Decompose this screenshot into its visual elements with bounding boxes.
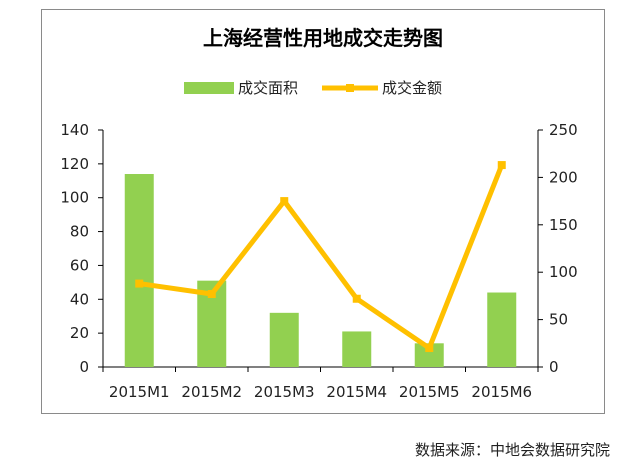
plot-area: 0 20 40 60 80 100 120 140 0 50 100 150 200 250 2015M1 2… [60, 121, 577, 401]
left-tick-label: 140 [60, 121, 89, 139]
bar [487, 292, 517, 367]
legend-line-marker [346, 84, 354, 92]
line-point [497, 161, 506, 170]
line-point [207, 290, 216, 299]
bar [342, 331, 372, 367]
line-point [135, 279, 144, 288]
left-tick-label: 120 [60, 155, 89, 173]
right-tick-label: 100 [549, 263, 578, 281]
left-tick-label: 80 [70, 223, 89, 241]
right-tick-label: 0 [549, 358, 559, 376]
x-tick-label: 2015M1 [109, 383, 170, 401]
line-series [138, 164, 505, 351]
bar [124, 174, 154, 367]
x-tick-label: 2015M5 [399, 383, 460, 401]
legend: 成交面积 成交金额 [184, 79, 442, 97]
right-tick-label: 250 [549, 121, 578, 139]
bar [269, 312, 299, 367]
right-tick-label: 150 [549, 216, 578, 234]
left-tick-label: 20 [70, 324, 89, 342]
x-tick-label: 2015M2 [181, 383, 242, 401]
right-tick-label: 200 [549, 168, 578, 186]
left-tick-label: 40 [70, 290, 89, 308]
left-tick-label: 100 [60, 189, 89, 207]
chart-title: 上海经营性用地成交走势图 [203, 26, 443, 50]
bar [414, 343, 444, 367]
line-point [352, 294, 361, 303]
source-note: 数据来源：中地会数据研究院 [415, 441, 610, 459]
x-tick-label: 2015M3 [254, 383, 315, 401]
left-tick-label: 0 [79, 358, 89, 376]
x-tick-label: 2015M4 [326, 383, 387, 401]
legend-line-label: 成交金额 [382, 79, 442, 97]
x-tick-label: 2015M6 [471, 383, 532, 401]
line-point [425, 344, 434, 353]
legend-bar-swatch [184, 82, 234, 94]
legend-bar-label: 成交面积 [238, 79, 298, 97]
left-tick-label: 60 [70, 256, 89, 274]
right-tick-label: 50 [549, 311, 568, 329]
line-point [280, 197, 289, 206]
